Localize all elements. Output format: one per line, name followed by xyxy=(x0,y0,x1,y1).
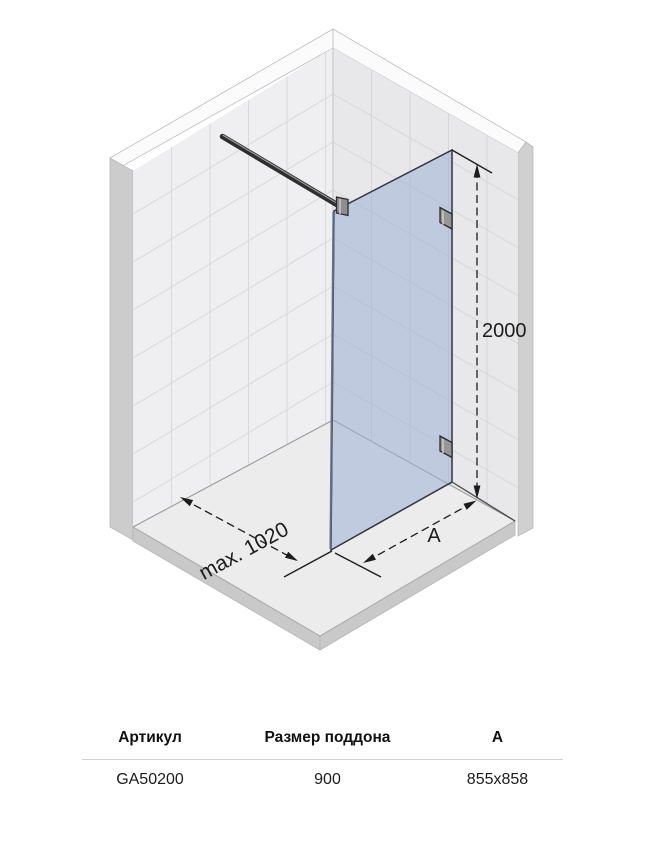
left-wall-grout-lines xyxy=(132,53,334,507)
spec-value-a: 855x858 xyxy=(466,771,529,788)
bar-clamp xyxy=(335,196,349,217)
spec-header-article: Артикул xyxy=(118,729,182,746)
extension-line-bottom-right xyxy=(334,552,382,578)
dim-height-label: 2000 xyxy=(482,320,527,342)
dim-a-label: А xyxy=(427,525,441,547)
floor-front-edges xyxy=(132,520,516,637)
support-bar-rod xyxy=(219,133,344,210)
support-bar xyxy=(219,133,344,210)
bar-clamp-body xyxy=(335,196,349,217)
dim-line-a xyxy=(366,502,473,562)
extension-line-top-right xyxy=(451,149,493,174)
right-wall-side-face xyxy=(517,141,534,537)
dim-line-max-width xyxy=(182,498,297,561)
extension-line-bottom-left xyxy=(283,550,333,578)
spec-value-tray-size: 900 xyxy=(314,771,341,788)
spec-table: Артикул Размер поддона А GA50200 900 855… xyxy=(75,729,565,789)
shower-enclosure-diagram: 2000 max. 1020 А xyxy=(109,28,534,651)
left-wall-tiles xyxy=(133,48,333,527)
wall-bracket-bottom xyxy=(439,434,453,459)
spec-header-tray-size: Размер поддона xyxy=(264,729,391,746)
spec-header-a: А xyxy=(491,729,504,746)
wall-base-segment xyxy=(451,481,516,522)
floor-wall-junction-left xyxy=(132,419,334,528)
spec-table-separator xyxy=(82,759,563,760)
support-bar-highlight xyxy=(222,134,342,207)
glass-front-edge xyxy=(329,211,335,550)
spec-value-article: GA50200 xyxy=(116,771,184,788)
left-wall-side-face xyxy=(109,157,134,541)
dim-arrowheads xyxy=(180,164,481,563)
wall-bracket-top xyxy=(439,206,453,231)
spec-table-header-row: Артикул Размер поддона А xyxy=(75,729,565,747)
glass-pane xyxy=(330,148,453,552)
glass-panel xyxy=(329,148,453,552)
spec-table-value-row: GA50200 900 855x858 xyxy=(75,771,565,789)
